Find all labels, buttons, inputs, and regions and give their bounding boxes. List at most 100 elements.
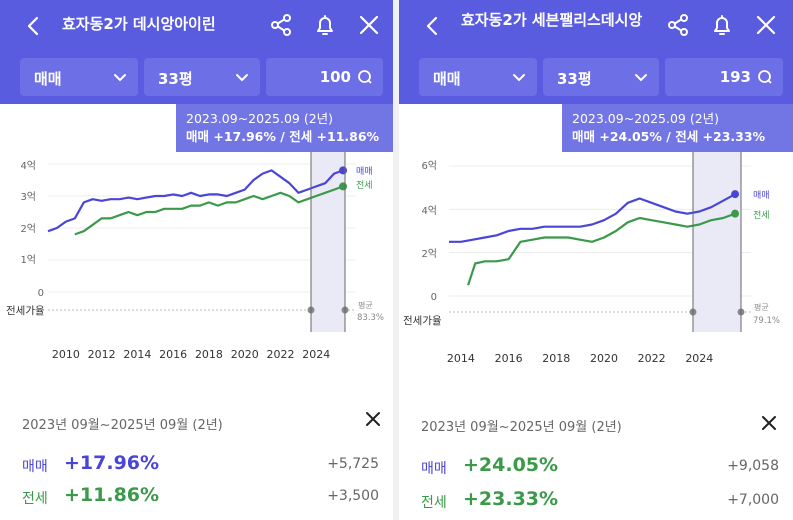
sale-series-line	[47, 169, 344, 233]
chevron-down-icon	[513, 74, 525, 82]
x-tick: 2018	[195, 348, 223, 361]
back-arrow-icon[interactable]	[421, 14, 445, 38]
jeonse-end-point	[339, 182, 348, 191]
jeonse-series-line	[74, 185, 344, 236]
legend-jeonse: 전세	[356, 180, 373, 191]
y-tick: 0	[38, 288, 44, 299]
tooltip-jeonse: 전세 +11.86%	[289, 129, 380, 144]
size-select[interactable]: 33평	[144, 58, 260, 96]
x-tick: 2010	[52, 348, 80, 361]
back-arrow-icon[interactable]	[22, 14, 46, 38]
x-tick: 2020	[590, 352, 618, 365]
y-tick: 4억	[20, 160, 36, 172]
sale-label: 매매	[22, 459, 48, 475]
x-tick: 2022	[266, 348, 294, 361]
price-chart-1[interactable]: 4억 3억 2억 1억 0 매매 전세 전세가율 평균 83.3% 2010 20…	[0, 152, 393, 372]
tooltip-sep: /	[666, 129, 671, 144]
x-tick: 2016	[159, 348, 187, 361]
chat-bubble-icon	[758, 70, 772, 84]
sale-end-point	[339, 166, 348, 175]
x-tick: 2016	[495, 352, 523, 365]
apartment-panel-1: 효자동2가 데시앙아이린 매매	[0, 0, 393, 520]
x-tick: 2014	[123, 348, 151, 361]
trade-type-select[interactable]: 매매	[20, 58, 138, 96]
filter-bar: 매매 33평 100	[20, 58, 383, 96]
size-select[interactable]: 33평	[543, 58, 659, 96]
x-tick: 2014	[447, 352, 475, 365]
y-tick: 3억	[20, 191, 36, 203]
ratio-label: 전세가율	[403, 315, 442, 327]
jeonse-label: 전세	[22, 491, 48, 507]
sale-amount: +9,058	[727, 458, 779, 474]
avg-label: 평균	[754, 302, 769, 312]
share-icon[interactable]	[665, 12, 691, 38]
period-tooltip: 2023.09~2025.09 (2년) 매매 +24.05% / 전세 +23…	[562, 104, 793, 152]
ratio-label: 전세가율	[6, 305, 45, 317]
avg-value: 79.1%	[753, 316, 780, 326]
trade-type-label: 매매	[433, 70, 461, 88]
jeonse-pct: +11.86%	[64, 484, 160, 506]
selected-range-band	[311, 152, 345, 332]
chevron-down-icon	[114, 74, 126, 82]
close-summary-icon[interactable]	[364, 410, 382, 428]
summary-card: 2023년 09월~2025년 09월 (2년) 매매 +17.96% +5,7…	[0, 396, 393, 520]
count-label: 193	[719, 68, 751, 86]
sale-series-line	[449, 193, 736, 243]
tooltip-sale: 매매 +17.96%	[186, 129, 276, 144]
summary-card: 2023년 09월~2025년 09월 (2년) 매매 +24.05% +9,0…	[399, 396, 793, 520]
jeonse-pct: +23.33%	[463, 488, 559, 510]
sale-end-point	[731, 190, 740, 199]
panel-divider	[393, 0, 399, 520]
tooltip-sale: 매매 +24.05%	[572, 129, 662, 144]
jeonse-amount: +3,500	[327, 488, 379, 504]
tooltip-jeonse: 전세 +23.33%	[675, 129, 766, 144]
y-tick: 6억	[421, 160, 437, 172]
count-search-button[interactable]: 193	[665, 58, 783, 96]
size-label: 33평	[158, 70, 193, 88]
sale-pct: +17.96%	[64, 452, 160, 474]
close-summary-icon[interactable]	[760, 414, 778, 432]
count-label: 100	[319, 68, 351, 86]
chevron-down-icon	[635, 74, 647, 82]
tooltip-sep: /	[280, 129, 285, 144]
apartment-panel-2: 효자동2가 세븐팰리스데시앙 매매	[399, 0, 793, 520]
sale-change-row: 매매 +24.05% +9,058	[421, 454, 779, 482]
header: 효자동2가 데시앙아이린 매매	[0, 0, 393, 104]
share-icon[interactable]	[268, 12, 294, 38]
close-icon[interactable]	[356, 12, 382, 38]
tooltip-range: 2023.09~2025.09 (2년)	[186, 111, 334, 126]
x-tick: 2022	[638, 352, 666, 365]
size-label: 33평	[557, 70, 592, 88]
y-tick: 1억	[20, 254, 36, 266]
close-icon[interactable]	[753, 12, 779, 38]
price-chart-2[interactable]: 6억 4억 2억 0 매매 전세 전세가율 평균 79.1% 2014 2016 2…	[399, 152, 793, 372]
header: 효자동2가 세븐팰리스데시앙 매매	[399, 0, 793, 104]
tooltip-range: 2023.09~2025.09 (2년)	[572, 111, 720, 126]
jeonse-change-row: 전세 +11.86% +3,500	[22, 484, 379, 512]
page-title: 효자동2가 데시앙아이린	[62, 15, 216, 33]
x-tick: 2024	[685, 352, 713, 365]
sale-amount: +5,725	[327, 456, 379, 472]
bell-icon[interactable]	[709, 12, 735, 38]
period-tooltip: 2023.09~2025.09 (2년) 매매 +17.96% / 전세 +11…	[176, 104, 393, 152]
x-tick: 2018	[542, 352, 570, 365]
jeonse-change-row: 전세 +23.33% +7,000	[421, 488, 779, 516]
y-tick: 2억	[421, 248, 437, 260]
chevron-down-icon	[236, 74, 248, 82]
trade-type-label: 매매	[34, 70, 62, 88]
selected-range-band	[693, 152, 741, 332]
sale-change-row: 매매 +17.96% +5,725	[22, 452, 379, 480]
count-search-button[interactable]: 100	[266, 58, 383, 96]
legend-sale: 매매	[753, 190, 770, 201]
trade-type-select[interactable]: 매매	[419, 58, 537, 96]
bell-icon[interactable]	[312, 12, 338, 38]
jeonse-series-line	[467, 212, 736, 286]
summary-range: 2023년 09월~2025년 09월 (2년)	[421, 420, 622, 435]
filter-bar: 매매 33평 193	[419, 58, 783, 96]
y-tick: 2억	[20, 223, 36, 235]
sale-label: 매매	[421, 461, 447, 477]
legend-jeonse: 전세	[753, 210, 770, 221]
summary-range: 2023년 09월~2025년 09월 (2년)	[22, 418, 223, 433]
legend-sale: 매매	[356, 166, 373, 177]
